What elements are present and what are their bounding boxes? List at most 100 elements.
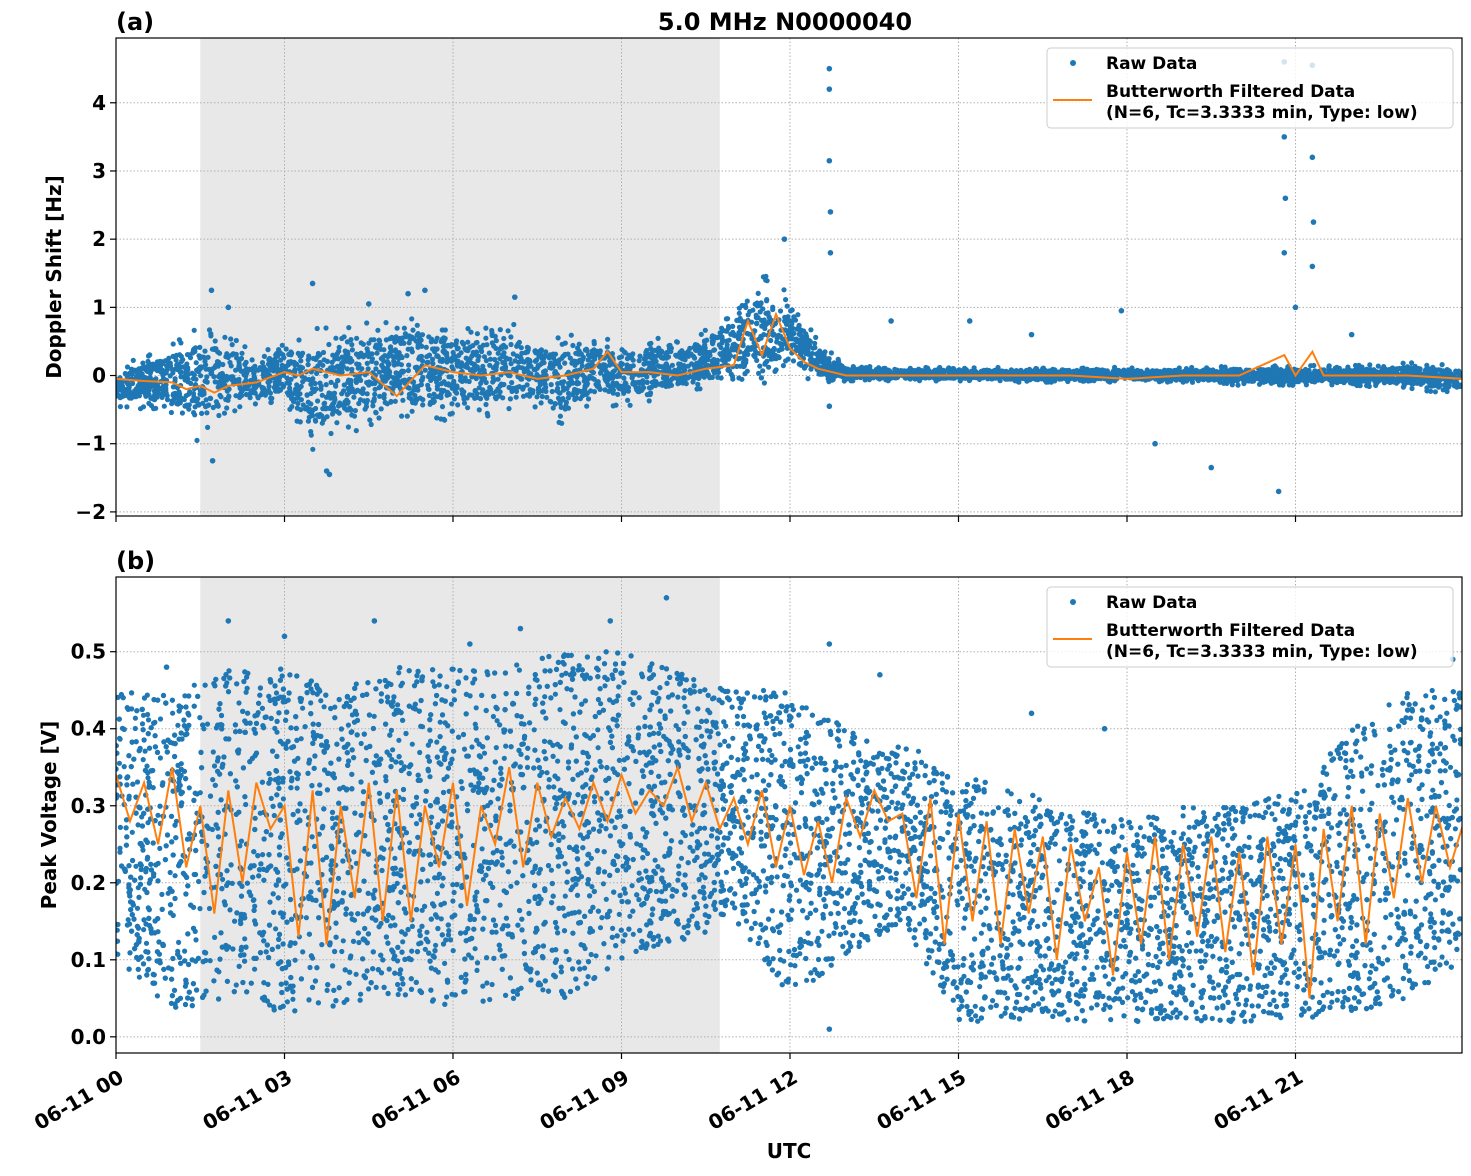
raw-data-point xyxy=(315,398,320,403)
raw-data-point xyxy=(750,308,755,313)
raw-data-point xyxy=(633,380,638,385)
raw-data-point xyxy=(383,400,388,405)
raw-data-point xyxy=(746,332,751,337)
raw-data-point xyxy=(478,396,483,401)
raw-data-point xyxy=(711,348,716,353)
raw-data-point xyxy=(1078,378,1083,383)
raw-data-point xyxy=(742,356,747,361)
raw-data-point xyxy=(527,394,532,399)
raw-data-point xyxy=(341,364,346,369)
raw-data-point xyxy=(770,348,775,353)
raw-data-point xyxy=(495,361,500,366)
raw-data-point xyxy=(330,402,335,407)
raw-data-point xyxy=(269,400,274,405)
raw-data-point xyxy=(592,389,597,394)
raw-data-point xyxy=(180,410,185,415)
raw-data-point xyxy=(194,360,199,365)
raw-data-point xyxy=(679,378,684,383)
raw-data-point xyxy=(484,396,489,401)
raw-data-point xyxy=(417,354,422,359)
raw-data-point xyxy=(451,350,456,355)
raw-data-point xyxy=(1040,366,1045,371)
raw-data-point xyxy=(361,390,366,395)
raw-data-point xyxy=(336,403,341,408)
raw-data-point xyxy=(248,395,253,400)
raw-data-point xyxy=(474,349,479,354)
raw-data-point xyxy=(333,336,338,341)
raw-data-point xyxy=(432,349,437,354)
raw-data-point xyxy=(158,365,163,370)
raw-data-point xyxy=(449,342,454,347)
raw-data-point xyxy=(1340,378,1345,383)
raw-data-point xyxy=(1065,379,1070,384)
raw-data-point xyxy=(1133,369,1138,374)
raw-data-point xyxy=(1311,363,1316,368)
raw-data-point xyxy=(386,362,391,367)
raw-data-point xyxy=(290,391,295,396)
raw-data-point xyxy=(738,316,743,321)
raw-data-point xyxy=(449,401,454,406)
raw-data-point xyxy=(311,380,316,385)
raw-data-point xyxy=(623,381,628,386)
raw-data-point xyxy=(574,390,579,395)
raw-data-point xyxy=(341,388,346,393)
raw-data-point xyxy=(488,387,493,392)
raw-data-point xyxy=(265,347,270,352)
raw-data-point xyxy=(364,380,369,385)
raw-data-point xyxy=(349,407,354,412)
raw-data-point xyxy=(518,377,523,382)
raw-data-point xyxy=(525,382,530,387)
raw-data-point xyxy=(288,359,293,364)
raw-data-point xyxy=(227,360,232,365)
raw-data-point xyxy=(416,343,421,348)
raw-data-point xyxy=(446,374,451,379)
raw-data-point xyxy=(366,366,371,371)
raw-data-point xyxy=(813,335,818,340)
raw-data-point xyxy=(222,335,227,340)
raw-data-point xyxy=(498,327,503,332)
raw-data-point xyxy=(215,359,220,364)
raw-data-point xyxy=(334,420,339,425)
raw-data-point xyxy=(377,370,382,375)
raw-data-point xyxy=(366,341,371,346)
raw-data-point xyxy=(1154,368,1159,373)
raw-data-point xyxy=(349,342,354,347)
raw-data-point xyxy=(946,366,951,371)
raw-data-point xyxy=(340,370,345,375)
raw-data-point xyxy=(670,363,675,368)
raw-data-point xyxy=(443,327,448,332)
raw-data-point xyxy=(210,347,215,352)
raw-data-point xyxy=(641,379,646,384)
raw-data-point xyxy=(703,328,708,333)
raw-data-point xyxy=(425,383,430,388)
raw-data-point xyxy=(484,342,489,347)
raw-data-point xyxy=(584,404,589,409)
raw-data-point xyxy=(379,374,384,379)
raw-data-point xyxy=(701,349,706,354)
raw-data-point xyxy=(511,322,516,327)
raw-data-point xyxy=(444,359,449,364)
raw-data-point xyxy=(730,330,735,335)
raw-data-point xyxy=(310,408,315,413)
raw-data-point xyxy=(406,368,411,373)
raw-data-point xyxy=(206,402,211,407)
raw-data-point xyxy=(176,362,181,367)
raw-data-point xyxy=(788,326,793,331)
raw-data-point xyxy=(479,349,484,354)
raw-data-point xyxy=(534,394,539,399)
raw-data-point xyxy=(756,291,761,296)
raw-data-point xyxy=(237,367,242,372)
raw-data-point xyxy=(810,351,815,356)
raw-data-point xyxy=(630,351,635,356)
raw-data-point xyxy=(402,326,407,331)
raw-data-point xyxy=(754,313,759,318)
raw-data-point xyxy=(295,396,300,401)
raw-data-point xyxy=(225,398,230,403)
raw-data-point xyxy=(772,369,777,374)
raw-data-point xyxy=(375,328,380,333)
raw-data-point xyxy=(170,398,175,403)
raw-data-point xyxy=(886,378,891,383)
raw-data-point xyxy=(580,363,585,368)
raw-data-point xyxy=(406,363,411,368)
raw-data-point xyxy=(188,355,193,360)
